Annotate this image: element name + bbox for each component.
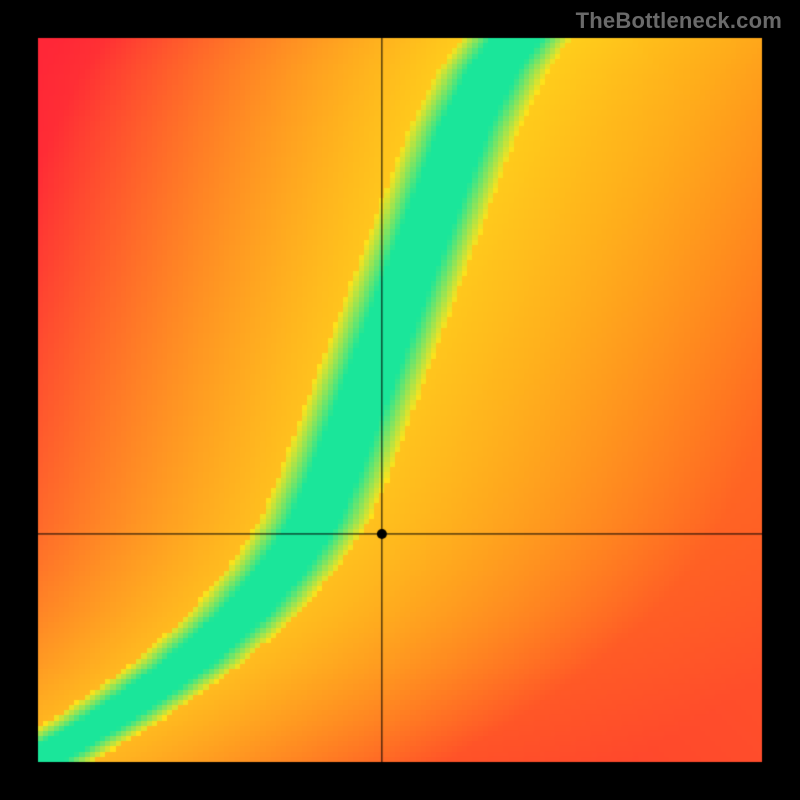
chart-container: TheBottleneck.com [0, 0, 800, 800]
watermark-label: TheBottleneck.com [576, 8, 782, 34]
heatmap-canvas [0, 0, 800, 800]
